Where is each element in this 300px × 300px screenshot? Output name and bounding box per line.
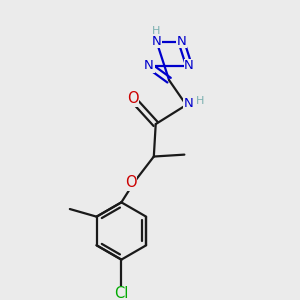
Text: N: N <box>177 35 186 48</box>
Text: Cl: Cl <box>114 286 129 300</box>
Text: N: N <box>183 97 193 110</box>
Text: N: N <box>184 59 194 72</box>
Text: N: N <box>152 35 162 48</box>
Text: N: N <box>144 59 154 72</box>
Text: O: O <box>125 175 137 190</box>
Text: H: H <box>152 26 160 36</box>
Text: H: H <box>195 96 204 106</box>
Text: O: O <box>127 91 139 106</box>
